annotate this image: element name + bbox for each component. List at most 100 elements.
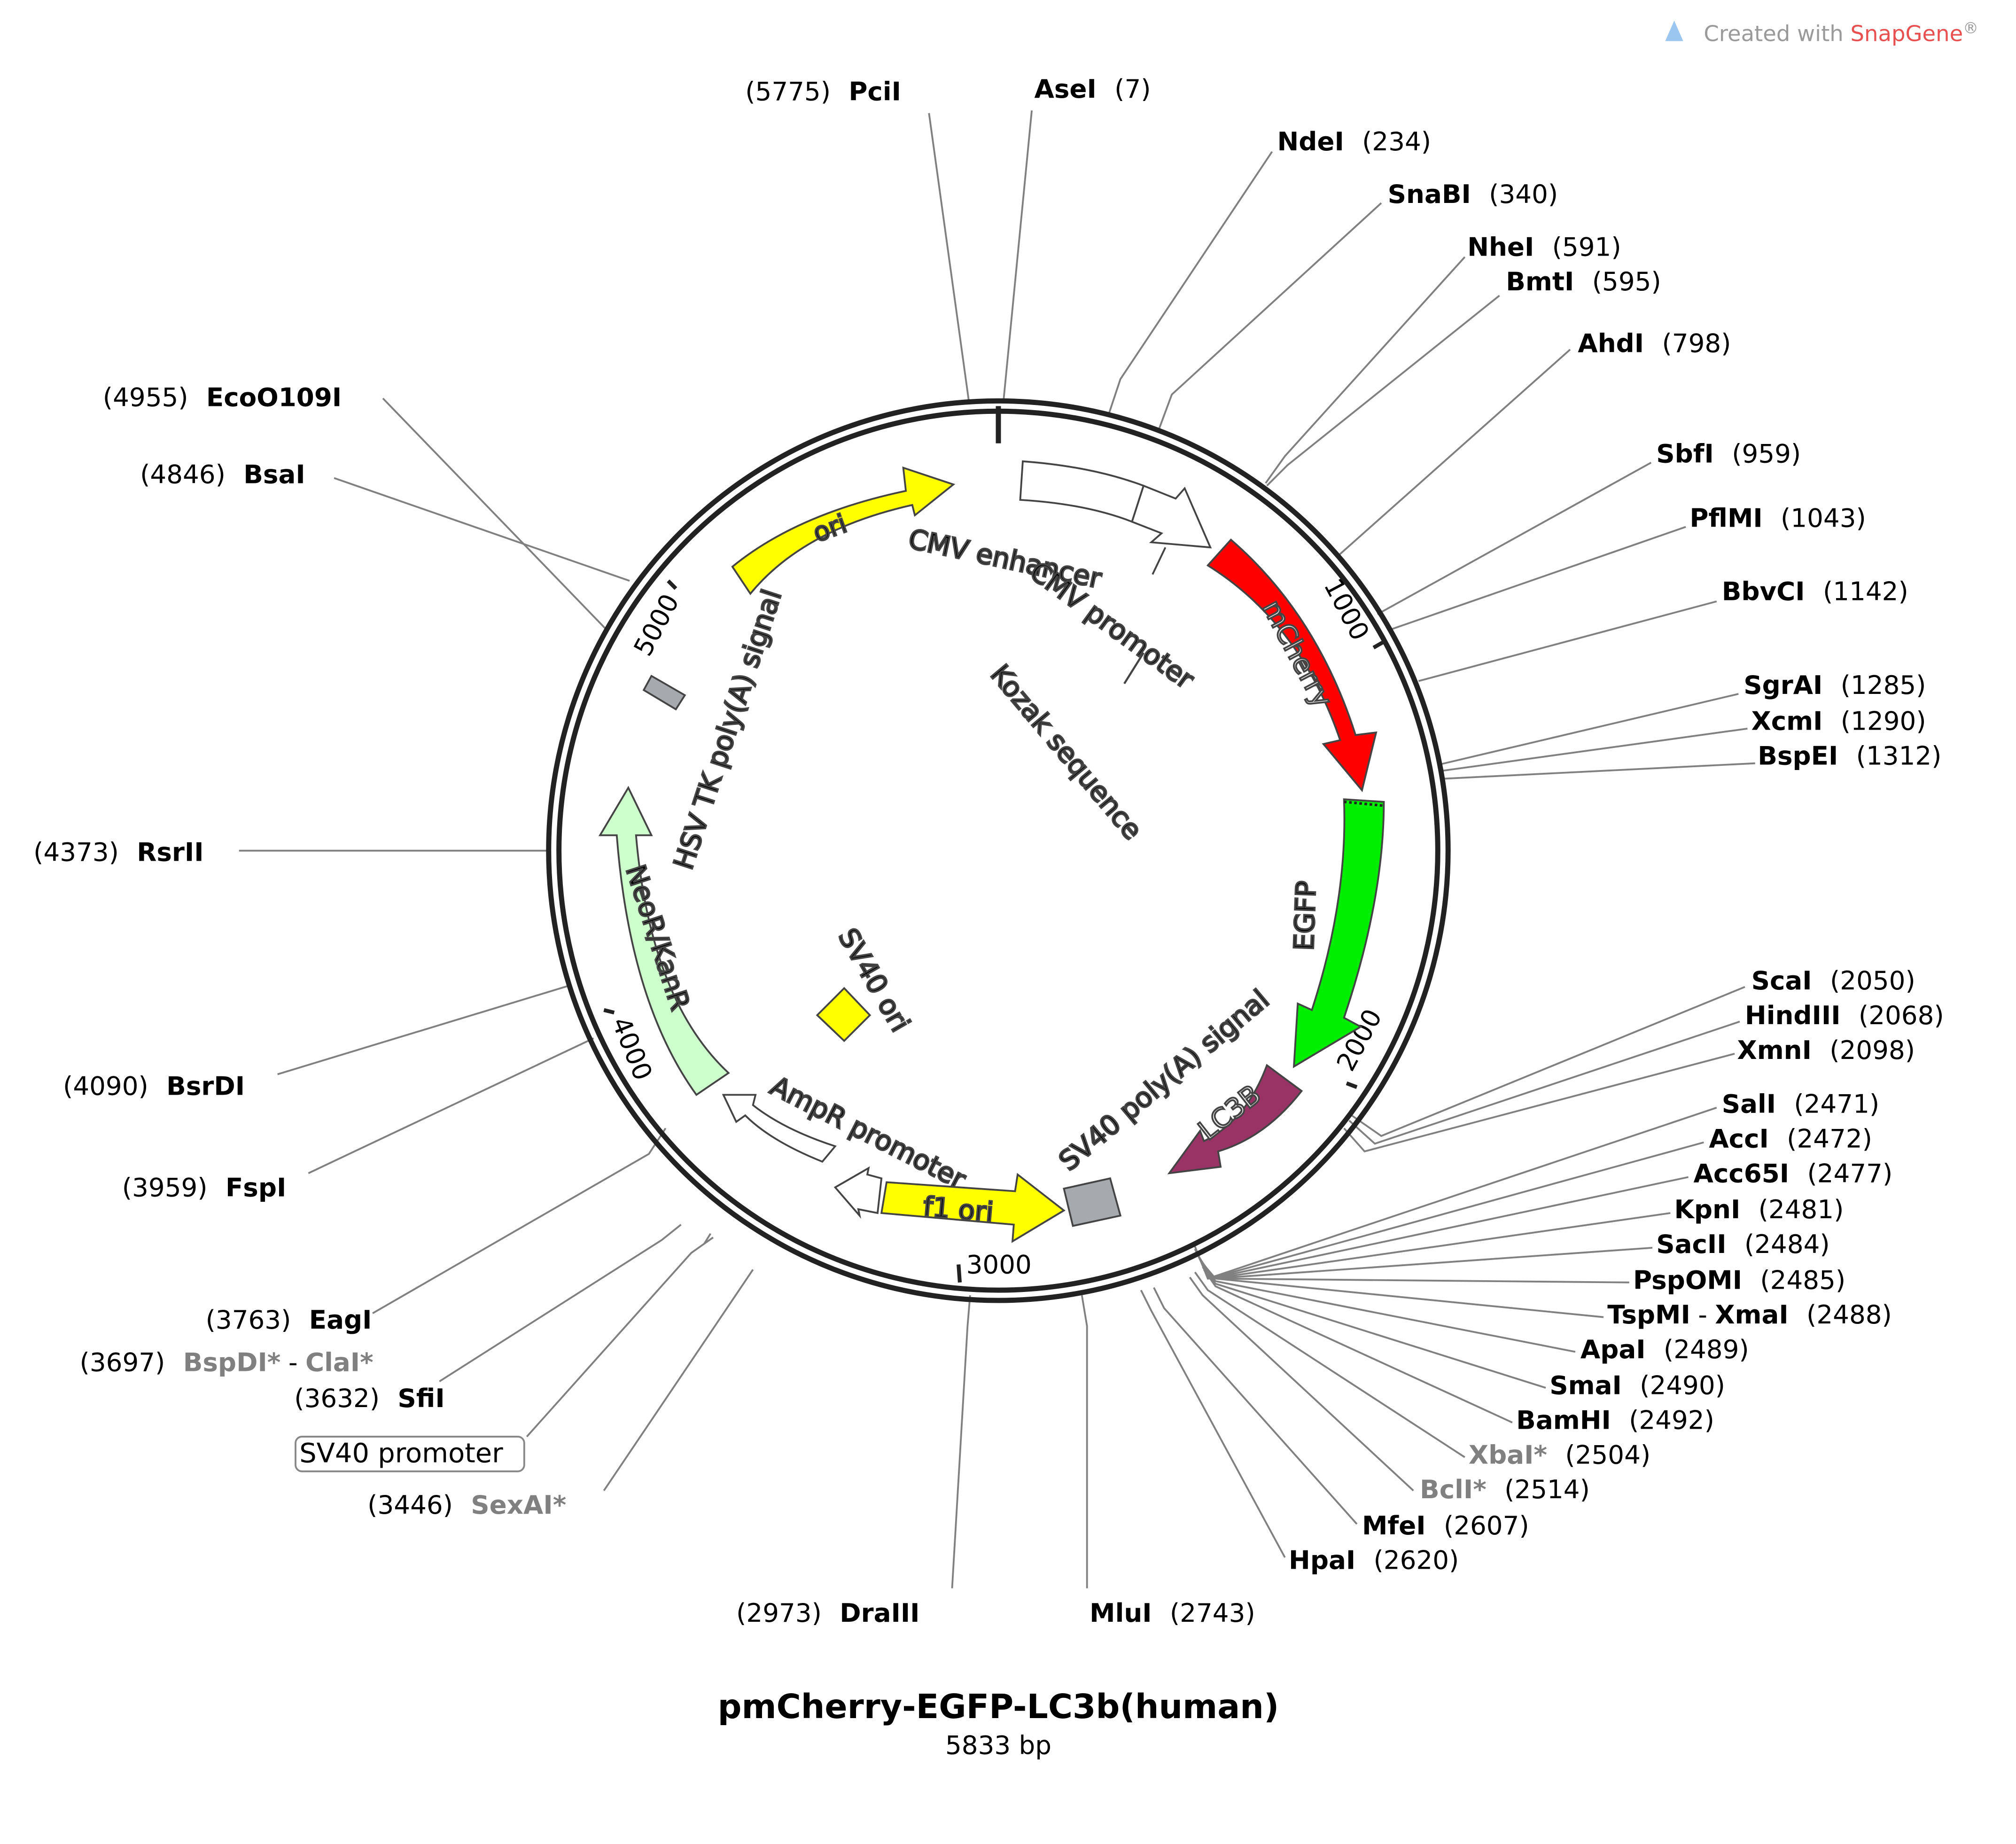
enzyme-label[interactable]: MluI (2743) [1090,1598,1255,1628]
leader-line [1140,1290,1286,1558]
svg-text:Created with SnapGene®: Created with SnapGene® [1704,19,1978,46]
enzyme-label[interactable]: XmnI (2098) [1737,1035,1915,1065]
enzyme-label[interactable]: (3697) BspDI* - ClaI* [80,1347,374,1377]
enzyme-label[interactable]: AhdI (798) [1578,328,1731,358]
feature-arrow-f1-ori[interactable] [880,1173,1066,1243]
kozak-marker [1123,652,1144,685]
enzyme-label[interactable]: NdeI (234) [1277,126,1431,156]
leader-line [1343,1053,1735,1152]
leader-line [1158,202,1382,430]
leader-line [1440,727,1748,772]
enzyme-label[interactable]: BbvCI (1142) [1722,576,1908,606]
leader-line [703,1233,712,1245]
enzyme-label[interactable]: KpnI (2481) [1674,1194,1844,1224]
leader-line [1377,461,1652,615]
feature-arrow-ampr-promoter-2[interactable] [722,1094,837,1163]
feature-arrow-ampr-promoter[interactable] [833,1166,883,1219]
enzyme-label[interactable]: SnaBI (340) [1388,179,1558,209]
plasmid-backbone [546,398,1451,1303]
enzyme-label[interactable]: AccI (2472) [1709,1124,1872,1154]
tick-label-4000: 4000 [606,1012,658,1084]
enzyme-label[interactable]: HindIII (2068) [1745,1000,1944,1030]
enzyme-label[interactable]: (4090) BsrDI [63,1071,245,1101]
enzyme-label[interactable]: (2973) DraIII [736,1598,919,1628]
enzyme-label[interactable]: XbaI* (2504) [1469,1439,1650,1470]
credit-prefix: Created with [1704,21,1850,47]
leader-line [1081,1295,1088,1588]
enzyme-leader-lines [239,110,1755,1588]
credit-brand: SnapGene [1851,21,1963,47]
enzyme-label[interactable]: BspEI (1312) [1758,740,1941,770]
enzyme-label[interactable]: SalI (2471) [1722,1089,1880,1119]
enzyme-label[interactable]: SmaI (2490) [1549,1370,1725,1401]
leader-line [277,985,570,1075]
enzyme-label[interactable]: SbfI (959) [1656,439,1801,469]
leader-line [382,397,607,630]
leader-line [1194,1271,1465,1458]
enzyme-label[interactable]: (3763) EagI [206,1305,372,1335]
enzyme-label[interactable]: ScaI (2050) [1751,965,1915,996]
enzyme-label[interactable]: XcmI (1290) [1751,706,1926,736]
sv40-promoter-box [295,1436,525,1472]
enzyme-label[interactable]: NheI (591) [1467,232,1621,262]
enzyme-label[interactable]: ApaI (2489) [1580,1334,1749,1364]
feature-label-kozak: Kozak sequence [984,659,1148,846]
leader-line [1003,110,1033,401]
plasmid-name: pmCherry-EGFP-LC3b(human) [718,1687,1279,1726]
enzyme-label[interactable]: (4955) EcoO109I [103,382,342,412]
tick-mark-1000 [1372,641,1384,650]
enzyme-label[interactable]: PspOMI (2485) [1633,1265,1845,1295]
enzyme-label[interactable]: (3959) FspI [122,1172,287,1202]
enzyme-label[interactable]: BclI* (2514) [1420,1474,1590,1504]
leader-line [603,1269,754,1491]
feature-arrow-lc3b[interactable] [1167,1064,1303,1175]
enzyme-label[interactable]: AseI (7) [1035,74,1151,104]
leader-line [1189,1276,1414,1492]
map-title: pmCherry-EGFP-LC3b(human) 5833 bp [718,1687,1279,1760]
tick-label-3000: 3000 [966,1250,1032,1280]
feature-label-hsv-polya: HSV TK poly(A) signal [668,586,788,873]
leader-line [1197,1212,1671,1280]
enzyme-label[interactable]: SgrAI (1285) [1744,670,1926,700]
enzyme-labels: (5775) PciI AseI (7) NdeI (234) SnaBI (340) … [33,74,1944,1628]
snapgene-logo-icon [1665,20,1683,41]
credit: Created with SnapGene® [1665,19,1978,47]
polya-box-sv40[interactable] [1063,1177,1122,1227]
leader-line [951,1295,971,1588]
polya-box-hsv[interactable] [642,675,686,711]
enzyme-label[interactable]: (4846) BsaI [140,459,305,489]
leader-line [1265,256,1466,484]
leader-line [1338,349,1571,556]
leader-line [1203,1269,1513,1424]
feature-label-egfp: EGFP [1288,880,1322,951]
enzyme-label[interactable]: (5775) PciI [745,76,901,106]
plasmid-length: 5833 bp [945,1730,1051,1760]
enzyme-label[interactable]: (4373) RsrII [33,837,203,867]
leader-line [1108,151,1273,414]
enzyme-label[interactable]: (3632) SfiI [294,1383,444,1413]
enzyme-label[interactable]: SacII (2484) [1656,1229,1830,1259]
feature-arrow-mcherry[interactable] [1206,538,1378,793]
enzyme-label[interactable]: HpaI (2620) [1289,1545,1459,1575]
feature-box-sv40-ori[interactable] [816,987,872,1043]
leader-line [1443,762,1755,780]
feature-arrow-cmv-enhancer[interactable] [1019,460,1145,523]
enzyme-label[interactable]: Acc65I (2477) [1694,1158,1893,1188]
leader-line [1439,693,1739,766]
leader-line [1202,1266,1546,1389]
feature-arrow-cmv-promoter[interactable] [1131,484,1212,549]
leader-line [1390,526,1686,631]
feature-arrow-egfp[interactable] [1292,798,1385,1068]
enzyme-label[interactable]: TspMI - XmaI (2488) [1607,1299,1892,1330]
tick-mark-2000 [1346,1081,1358,1089]
leader-line [1418,600,1717,682]
enzyme-label[interactable]: (3446) SexAI* [367,1490,566,1520]
enzyme-label[interactable]: MfeI (2607) [1362,1510,1529,1541]
enzyme-label[interactable]: BmtI (595) [1506,266,1661,296]
enzyme-label[interactable]: PflMI (1043) [1689,503,1866,533]
enzyme-label[interactable]: BamHI (2492) [1516,1405,1714,1435]
feature-label-sv40-promoter: SV40 promoter [299,1438,503,1469]
feature-arrow-neor[interactable] [598,786,730,1097]
feature-arrow-ori[interactable] [731,466,956,595]
